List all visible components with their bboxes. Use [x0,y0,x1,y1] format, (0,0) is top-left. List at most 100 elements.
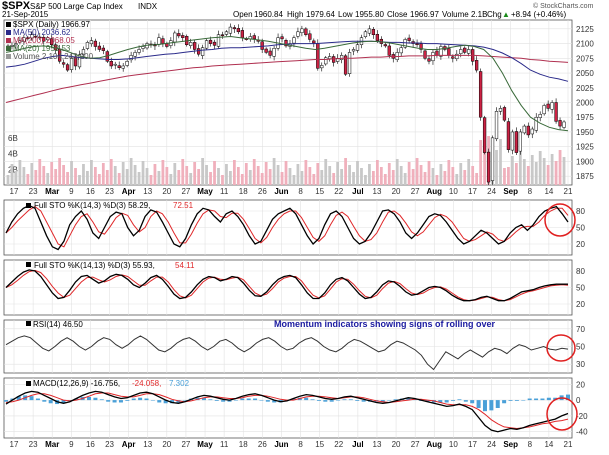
volume-bar [149,175,153,185]
price-tick-7: 1950 [576,128,594,137]
candle [252,35,256,40]
macd-hist-bar [566,394,570,401]
volume-bar [328,166,332,185]
macd-hist-bar [131,398,136,401]
xaxis-top-label: 11 [220,187,229,196]
volume-bar [248,170,252,185]
volume-bar [554,161,558,185]
candle [562,121,566,128]
xaxis-top-label: 21 [564,187,573,196]
macd-hist-bar [16,396,21,401]
candle [510,131,515,151]
candle [399,47,403,54]
macd-hist-bar [227,400,232,402]
volume-bar [407,162,411,185]
xaxis-bottom-label: 23 [105,440,114,449]
sto1-tick-2: 20 [576,240,585,249]
macd-hist-bar [42,400,47,402]
macd-hist-bar [521,400,526,401]
volume-value: 2.1B [471,10,487,19]
candle [264,48,268,53]
volume-bar [526,166,530,185]
xaxis-bottom-label: 17 [468,440,477,449]
volume-bar [133,165,137,185]
volume-tick-1: 4B [8,150,18,159]
candle [467,49,471,54]
sto2-legend: Full STO %K(14,13) %D(3) 55.93, 54.11 [26,261,195,270]
candle [50,38,54,46]
candle [514,131,519,153]
volume-bar [379,167,383,185]
volume-bar [344,158,347,185]
candle [77,54,82,68]
volume-bar [499,139,502,185]
candle [224,31,229,35]
sto1-tick-1: 50 [576,224,585,233]
volume-bar [86,171,89,185]
candle [455,53,459,60]
macd-hist-bar [463,400,468,402]
macd-hist-bar [259,400,264,401]
volume-bar [244,163,248,185]
candle [347,52,352,74]
volume-bar [189,173,193,185]
candle [375,34,380,41]
volume-bar [217,168,220,185]
volume-bar [507,167,510,185]
volume-bar [411,169,415,185]
macd-hist-bar [144,398,149,401]
macd-hist-bar [112,400,117,403]
candle [125,61,129,66]
volume-bar [260,173,264,185]
candle [272,48,276,57]
macd-hist-bar [157,400,162,403]
candle [439,46,443,57]
candle [451,56,455,59]
volume-bar [340,169,344,185]
candle [117,65,121,68]
macd-line [5,390,569,433]
candle [260,41,264,50]
volume-bar [169,174,173,185]
volume-bar [538,151,542,185]
ma200-line [5,54,569,103]
macd-hist-bar [93,397,98,401]
candle [542,105,546,115]
volume-bar [300,171,304,185]
candle [296,31,300,37]
macd-hist-bar [348,399,353,401]
volume-bar [391,170,395,185]
macd-hist-bar [48,400,53,404]
volume-bar [129,158,133,185]
rsi-panel: 70 50 30 [3,319,585,374]
volume-bar [387,163,391,185]
xaxis-bottom-label: 10 [449,440,458,449]
volume-bar [236,167,240,185]
volume-bar [6,175,10,185]
candle [518,131,522,152]
xaxis-top-label: Jul [352,187,364,196]
volume-bar [435,175,439,185]
highlight-circle-rsi [546,334,576,362]
macd-hist-bar [393,399,398,401]
high-value: 1979.64 [306,10,335,19]
candle [526,125,530,136]
candle [502,107,507,121]
volume-bar [264,162,268,185]
candle [69,58,74,70]
xaxis-bottom-label: Apr [122,440,136,449]
macd-legend-label: MACD(12,26,9) -16.756, [33,379,120,388]
volume-bar [467,159,471,185]
volume-bar [356,161,359,185]
macd-hist-bar [74,398,79,401]
candle [46,37,50,41]
macd-hist-bar [457,399,462,401]
volume-bar [558,150,562,185]
xaxis-top-label: Apr [122,187,136,196]
candle [423,50,427,59]
candle [216,34,221,47]
candle [129,55,133,61]
volume-bar [46,173,50,185]
candle [61,62,66,65]
ma50-line [5,40,569,82]
